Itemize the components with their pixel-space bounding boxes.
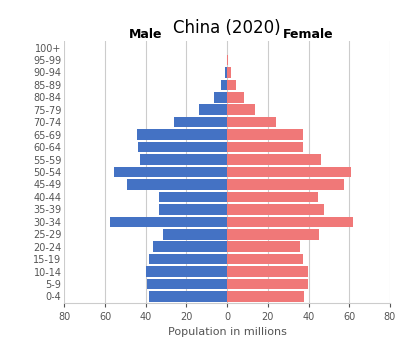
Bar: [227, 216, 352, 227]
Bar: [227, 79, 236, 90]
Bar: [227, 117, 275, 128]
Bar: [227, 55, 228, 65]
Text: Male: Male: [129, 28, 162, 41]
Bar: [152, 241, 227, 252]
Bar: [148, 254, 227, 265]
Bar: [227, 154, 320, 165]
Bar: [148, 291, 227, 302]
Bar: [158, 204, 227, 215]
Bar: [227, 266, 307, 277]
Bar: [226, 55, 227, 65]
Bar: [225, 67, 227, 78]
Bar: [227, 142, 303, 152]
Bar: [110, 216, 227, 227]
Bar: [227, 129, 303, 140]
Bar: [213, 92, 227, 103]
Bar: [127, 179, 227, 190]
Bar: [227, 279, 307, 289]
Bar: [227, 67, 231, 78]
Bar: [227, 291, 304, 302]
Bar: [227, 192, 317, 202]
Text: Female: Female: [283, 28, 333, 41]
Bar: [163, 229, 227, 239]
Title: China (2020): China (2020): [173, 19, 280, 37]
Bar: [227, 179, 343, 190]
Bar: [221, 79, 227, 90]
Bar: [137, 142, 227, 152]
Bar: [227, 92, 244, 103]
Bar: [139, 154, 227, 165]
Bar: [146, 279, 227, 289]
Bar: [227, 241, 300, 252]
Bar: [227, 105, 254, 115]
Bar: [227, 204, 323, 215]
Bar: [136, 129, 227, 140]
Bar: [227, 167, 350, 177]
Bar: [227, 254, 303, 265]
Bar: [174, 117, 227, 128]
Bar: [198, 105, 227, 115]
X-axis label: Population in millions: Population in millions: [167, 327, 286, 337]
Bar: [227, 229, 318, 239]
Bar: [145, 266, 227, 277]
Bar: [158, 192, 227, 202]
Bar: [114, 167, 227, 177]
